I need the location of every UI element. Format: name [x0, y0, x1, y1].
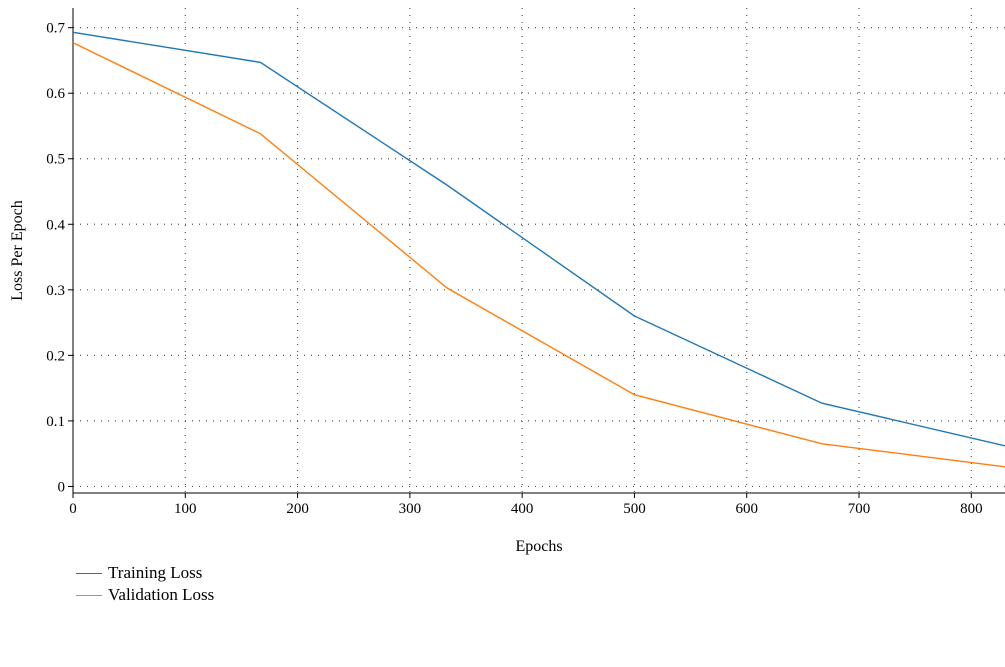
y-tick-label: 0.2 [46, 348, 65, 364]
y-axis-label: Loss Per Epoch [9, 200, 26, 300]
x-tick-label: 500 [623, 501, 646, 517]
legend-swatch-training [76, 572, 102, 574]
tick-labels: 0 100 200 300 400 500 600 700 800 0 0.1 0.2 0.3 0.4 0.… [46, 21, 982, 517]
y-tick-label: 0.3 [46, 283, 65, 299]
legend-swatch-validation [76, 594, 102, 596]
series-lines [72, 31, 1005, 468]
series-line-validation [72, 42, 1005, 468]
y-tick-label: 0.5 [46, 152, 65, 168]
y-tick-label: 0.4 [46, 217, 65, 233]
x-tick-label: 700 [848, 501, 871, 517]
x-axis-label: Epochs [515, 538, 562, 555]
legend: Training Loss Validation Loss [76, 562, 214, 606]
x-tick-label: 200 [286, 501, 309, 517]
x-tick-label: 400 [511, 501, 534, 517]
series-line-training [72, 31, 1005, 447]
axes [68, 8, 1005, 498]
x-tick-label: 100 [174, 501, 197, 517]
x-tick-label: 800 [960, 501, 983, 517]
grid-lines [73, 8, 1005, 493]
y-tick-label: 0 [58, 479, 66, 495]
y-tick-label: 0.1 [46, 414, 65, 430]
legend-label-validation: Validation Loss [108, 585, 215, 604]
x-tick-label: 300 [399, 501, 422, 517]
y-tick-label: 0.7 [46, 21, 65, 37]
legend-item-validation[interactable]: Validation Loss [76, 584, 214, 606]
legend-item-training[interactable]: Training Loss [76, 562, 214, 584]
y-tick-label: 0.6 [46, 86, 65, 102]
legend-label-training: Training Loss [108, 563, 203, 582]
x-tick-label: 0 [69, 501, 77, 517]
x-tick-label: 600 [735, 501, 758, 517]
